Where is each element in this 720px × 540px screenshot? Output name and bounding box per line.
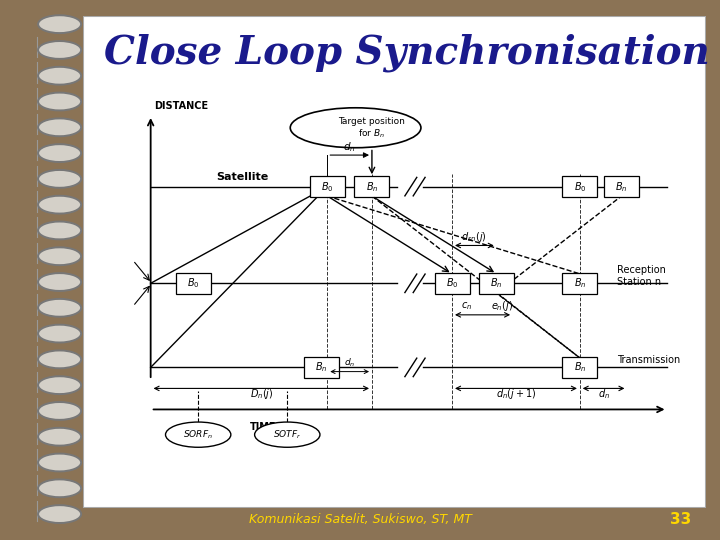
Ellipse shape <box>38 454 81 471</box>
Text: $B_n$: $B_n$ <box>574 361 586 374</box>
Ellipse shape <box>38 41 81 59</box>
Ellipse shape <box>38 118 81 136</box>
Text: $d_n$: $d_n$ <box>343 140 356 154</box>
Text: $e_n(j)$: $e_n(j)$ <box>491 299 513 313</box>
Ellipse shape <box>290 108 421 148</box>
Ellipse shape <box>38 195 81 214</box>
Ellipse shape <box>38 428 81 445</box>
FancyBboxPatch shape <box>176 273 211 294</box>
Ellipse shape <box>38 376 81 394</box>
Text: $D_n(j)$: $D_n(j)$ <box>250 387 273 401</box>
FancyBboxPatch shape <box>562 273 598 294</box>
Ellipse shape <box>166 422 231 447</box>
Ellipse shape <box>38 92 81 111</box>
Ellipse shape <box>38 505 81 523</box>
Text: $SORF_n$: $SORF_n$ <box>184 428 213 441</box>
Text: $B_n$: $B_n$ <box>574 276 586 290</box>
Ellipse shape <box>38 144 81 162</box>
Text: for $B_n$: for $B_n$ <box>359 128 385 140</box>
Ellipse shape <box>38 350 81 368</box>
FancyBboxPatch shape <box>604 177 639 197</box>
FancyBboxPatch shape <box>562 357 598 377</box>
Ellipse shape <box>38 299 81 316</box>
Text: $d_n$: $d_n$ <box>344 356 355 369</box>
Text: Transmission: Transmission <box>617 355 680 365</box>
Ellipse shape <box>38 247 81 265</box>
FancyBboxPatch shape <box>435 273 469 294</box>
Text: Target position: Target position <box>338 117 405 126</box>
Text: $B_0$: $B_0$ <box>446 276 459 290</box>
FancyBboxPatch shape <box>479 273 514 294</box>
FancyBboxPatch shape <box>354 177 390 197</box>
FancyBboxPatch shape <box>83 16 706 508</box>
Text: $B_n$: $B_n$ <box>615 180 628 193</box>
FancyBboxPatch shape <box>304 357 339 377</box>
Text: $d_n(j+1)$: $d_n(j+1)$ <box>496 387 536 401</box>
Text: Komunikasi Satelit, Sukiswo, ST, MT: Komunikasi Satelit, Sukiswo, ST, MT <box>248 513 472 526</box>
Text: $B_0$: $B_0$ <box>187 276 200 290</box>
Ellipse shape <box>38 15 81 33</box>
Ellipse shape <box>38 273 81 291</box>
FancyBboxPatch shape <box>310 177 345 197</box>
Text: Close Loop Synchronisation: Close Loop Synchronisation <box>104 33 709 72</box>
Ellipse shape <box>38 67 81 85</box>
Ellipse shape <box>38 480 81 497</box>
Text: $B_n$: $B_n$ <box>366 180 378 193</box>
FancyBboxPatch shape <box>562 177 598 197</box>
Text: TIME: TIME <box>251 422 276 432</box>
Ellipse shape <box>38 170 81 188</box>
Text: Reception: Reception <box>617 265 666 275</box>
Text: DISTANCE: DISTANCE <box>153 101 208 111</box>
Text: $d_n$: $d_n$ <box>598 387 610 401</box>
Text: $B_0$: $B_0$ <box>321 180 333 193</box>
Text: $B_n$: $B_n$ <box>315 361 328 374</box>
Text: $c_n$: $c_n$ <box>461 301 472 312</box>
Text: $d_{sn}(j)$: $d_{sn}(j)$ <box>462 231 487 245</box>
Ellipse shape <box>38 402 81 420</box>
Text: $B_0$: $B_0$ <box>574 180 586 193</box>
Ellipse shape <box>38 325 81 342</box>
Text: $B_n$: $B_n$ <box>490 276 503 290</box>
Text: 33: 33 <box>670 512 691 527</box>
Text: Station n: Station n <box>617 278 661 287</box>
Text: $SOTF_r$: $SOTF_r$ <box>273 428 302 441</box>
Ellipse shape <box>38 221 81 239</box>
Ellipse shape <box>255 422 320 447</box>
Text: Satellite: Satellite <box>216 172 269 183</box>
